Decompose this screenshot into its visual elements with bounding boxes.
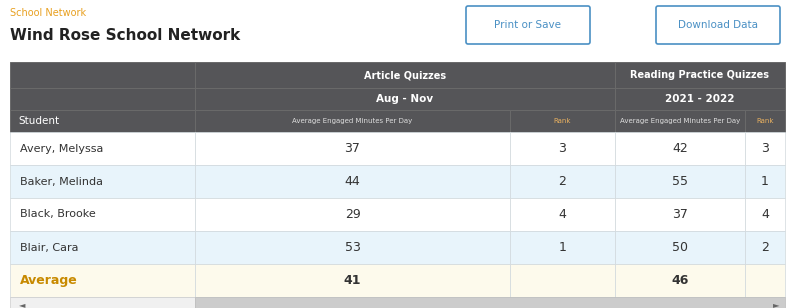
Bar <box>745 132 785 165</box>
Bar <box>10 198 195 231</box>
Bar <box>510 132 615 165</box>
Text: Print or Save: Print or Save <box>494 20 561 30</box>
Text: 1: 1 <box>559 241 566 254</box>
Bar <box>615 198 745 231</box>
Text: 37: 37 <box>672 208 688 221</box>
Bar <box>615 88 785 110</box>
Text: Rank: Rank <box>554 118 572 124</box>
Text: 2021 - 2022: 2021 - 2022 <box>665 94 735 104</box>
Text: 4: 4 <box>761 208 769 221</box>
Bar <box>615 132 745 165</box>
Bar <box>195 165 510 198</box>
FancyBboxPatch shape <box>656 6 780 44</box>
Bar <box>10 62 195 88</box>
Text: 46: 46 <box>671 274 688 287</box>
Bar <box>745 165 785 198</box>
Text: Avery, Melyssa: Avery, Melyssa <box>20 144 103 153</box>
FancyBboxPatch shape <box>466 6 590 44</box>
Bar <box>195 62 615 88</box>
Text: Aug - Nov: Aug - Nov <box>377 94 433 104</box>
Text: 55: 55 <box>672 175 688 188</box>
Text: Blair, Cara: Blair, Cara <box>20 242 79 253</box>
Text: 4: 4 <box>559 208 566 221</box>
Text: Average: Average <box>20 274 78 287</box>
Bar <box>510 165 615 198</box>
Text: 41: 41 <box>343 274 361 287</box>
Text: Average Engaged Minutes Per Day: Average Engaged Minutes Per Day <box>293 118 413 124</box>
Bar <box>745 198 785 231</box>
Text: Average Engaged Minutes Per Day: Average Engaged Minutes Per Day <box>620 118 740 124</box>
Text: 53: 53 <box>344 241 360 254</box>
Bar <box>195 231 510 264</box>
Bar <box>10 297 195 308</box>
Text: 2: 2 <box>559 175 566 188</box>
Text: ►: ► <box>773 300 779 308</box>
Text: Reading Practice Quizzes: Reading Practice Quizzes <box>630 70 770 80</box>
Text: 29: 29 <box>344 208 360 221</box>
Bar <box>195 132 510 165</box>
Bar <box>195 264 510 297</box>
Text: Wind Rose School Network: Wind Rose School Network <box>10 27 240 43</box>
Bar <box>510 231 615 264</box>
Bar <box>615 62 785 88</box>
Bar <box>10 88 195 110</box>
Text: 50: 50 <box>672 241 688 254</box>
Bar <box>10 110 195 132</box>
Bar <box>615 110 745 132</box>
Bar <box>10 231 195 264</box>
Text: 44: 44 <box>344 175 360 188</box>
Text: 37: 37 <box>344 142 360 155</box>
Bar <box>10 165 195 198</box>
Text: Baker, Melinda: Baker, Melinda <box>20 176 103 187</box>
Bar <box>510 110 615 132</box>
Bar <box>745 231 785 264</box>
Bar <box>195 198 510 231</box>
Text: 3: 3 <box>559 142 566 155</box>
Bar <box>10 132 195 165</box>
Text: Black, Brooke: Black, Brooke <box>20 209 95 220</box>
Text: 42: 42 <box>672 142 688 155</box>
Bar <box>615 264 745 297</box>
Bar <box>615 165 745 198</box>
Text: Download Data: Download Data <box>678 20 758 30</box>
Text: Student: Student <box>18 116 59 126</box>
Text: ◄: ◄ <box>19 300 25 308</box>
Text: 3: 3 <box>761 142 769 155</box>
Bar <box>195 88 615 110</box>
Bar <box>745 264 785 297</box>
Text: Rank: Rank <box>756 118 774 124</box>
Text: 1: 1 <box>761 175 769 188</box>
Bar <box>615 231 745 264</box>
Bar <box>745 110 785 132</box>
Bar <box>195 297 785 308</box>
Text: 2: 2 <box>761 241 769 254</box>
Bar <box>510 198 615 231</box>
Bar <box>510 264 615 297</box>
Bar <box>195 110 510 132</box>
Text: Article Quizzes: Article Quizzes <box>364 70 446 80</box>
Text: School Network: School Network <box>10 8 86 18</box>
Bar <box>10 264 195 297</box>
